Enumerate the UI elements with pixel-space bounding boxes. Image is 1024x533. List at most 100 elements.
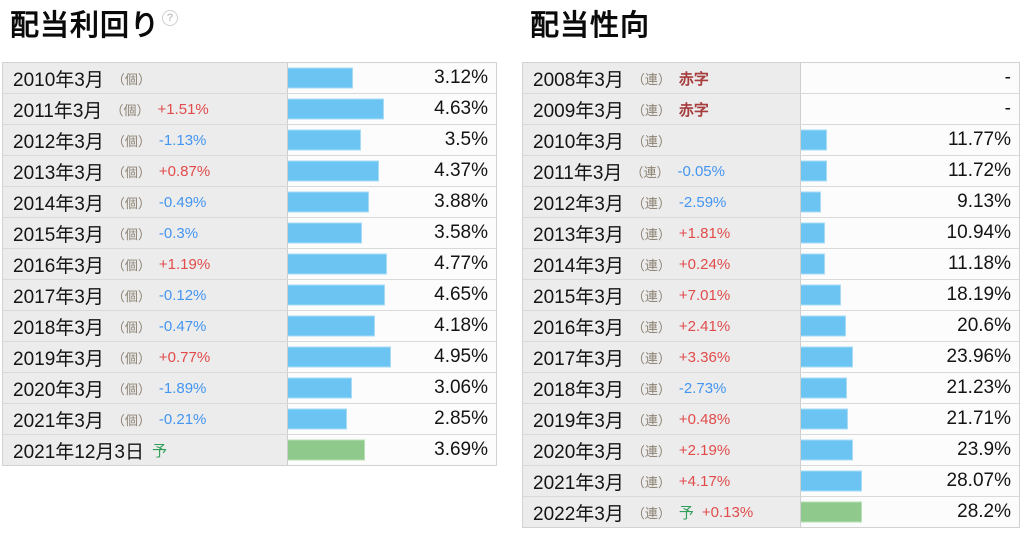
row-label-cell: 2013年3月 （個） +0.87% xyxy=(3,156,288,186)
deficit-label: 赤字 xyxy=(678,101,709,119)
value-bar xyxy=(288,439,365,461)
value-label: - xyxy=(1004,67,1011,88)
fiscal-period-label: 2018年3月 xyxy=(13,317,104,339)
value-label: 11.72% xyxy=(947,160,1011,181)
value-bar xyxy=(288,191,369,213)
fiscal-period-label: 2014年3月 xyxy=(13,193,104,215)
bar-value-cell: 3.12% xyxy=(288,63,496,93)
bar-value-cell: 9.13% xyxy=(801,187,1019,217)
value-label: 18.19% xyxy=(946,284,1011,305)
bar-value-cell: 3.5% xyxy=(288,125,496,155)
row-label-cell: 2013年3月 （連） +1.81% xyxy=(523,218,801,248)
yoy-change-label: +0.77% xyxy=(158,348,211,366)
row-label-cell: 2017年3月 （連） +3.36% xyxy=(523,342,801,372)
scope-label: （連） xyxy=(631,288,671,304)
dividend-yield-title: 配当利回り xyxy=(10,10,161,42)
row-label-cell: 2011年3月 （連） -0.05% xyxy=(523,156,801,186)
value-label: 4.18% xyxy=(434,315,488,336)
value-label: 4.95% xyxy=(434,346,488,367)
bar-value-cell: 4.63% xyxy=(288,94,496,124)
fiscal-period-label: 2012年3月 xyxy=(533,193,624,215)
table-row: 2012年3月 （個） -1.13% 3.5% xyxy=(3,125,496,156)
bar-value-cell: 4.18% xyxy=(288,311,496,341)
table-row: 2014年3月 （個） -0.49% 3.88% xyxy=(3,187,496,218)
scope-label: （連） xyxy=(631,257,671,273)
value-label: 3.06% xyxy=(434,377,488,398)
yoy-change-label: -0.21% xyxy=(158,410,207,428)
row-label-cell: 2019年3月 （個） +0.77% xyxy=(3,342,288,372)
scope-label: （連） xyxy=(631,381,671,397)
value-label: 11.77% xyxy=(947,129,1011,150)
table-row: 2011年3月 （個） +1.51% 4.63% xyxy=(3,94,496,125)
yoy-change-label: +2.41% xyxy=(678,317,731,335)
fiscal-period-label: 2013年3月 xyxy=(533,224,624,246)
value-bar xyxy=(801,470,863,492)
row-label-cell: 2016年3月 （個） +1.19% xyxy=(3,249,288,279)
scope-label: （連） xyxy=(630,164,670,180)
table-row: 2021年3月 （連） +4.17% 28.07% xyxy=(523,466,1019,497)
scope-label: （個） xyxy=(110,102,150,118)
table-row: 2020年3月 （個） -1.89% 3.06% xyxy=(3,373,496,404)
table-row: 2021年3月 （個） -0.21% 2.85% xyxy=(3,404,496,435)
row-label-cell: 2010年3月 （個） xyxy=(3,63,288,93)
forecast-label: 予 xyxy=(151,442,167,460)
scope-label: （連） xyxy=(631,133,671,149)
fiscal-period-label: 2020年3月 xyxy=(533,441,624,463)
value-bar xyxy=(288,346,391,368)
row-label-cell: 2020年3月 （個） -1.89% xyxy=(3,373,288,403)
table-row: 2020年3月 （連） +2.19% 23.9% xyxy=(523,435,1019,466)
scope-label: （連） xyxy=(631,350,671,366)
bar-value-cell: 4.37% xyxy=(288,156,496,186)
help-icon[interactable]: ? xyxy=(162,10,178,26)
bar-value-cell: 20.6% xyxy=(801,311,1019,341)
value-bar xyxy=(288,222,363,244)
bar-value-cell: 11.18% xyxy=(801,249,1019,279)
bar-value-cell: - xyxy=(801,63,1019,93)
row-label-cell: 2019年3月 （連） +0.48% xyxy=(523,404,801,434)
bar-value-cell: 4.77% xyxy=(288,249,496,279)
deficit-label: 赤字 xyxy=(678,70,709,88)
value-bar xyxy=(288,98,385,120)
row-label-cell: 2015年3月 （連） +7.01% xyxy=(523,280,801,310)
value-bar xyxy=(801,408,849,430)
bar-value-cell: 21.23% xyxy=(801,373,1019,403)
value-bar xyxy=(288,315,375,337)
scope-label: （個） xyxy=(111,381,151,397)
fiscal-period-label: 2021年3月 xyxy=(533,472,624,494)
row-label-cell: 2022年3月 （連） 予 +0.13% xyxy=(523,497,801,527)
bar-value-cell: 21.71% xyxy=(801,404,1019,434)
fiscal-period-label: 2011年3月 xyxy=(13,100,103,122)
yoy-change-label: -1.13% xyxy=(158,131,207,149)
table-row: 2011年3月 （連） -0.05% 11.72% xyxy=(523,156,1019,187)
scope-label: （個） xyxy=(111,133,151,149)
table-row: 2015年3月 （個） -0.3% 3.58% xyxy=(3,218,496,249)
fiscal-period-label: 2009年3月 xyxy=(533,100,624,122)
fiscal-period-label: 2012年3月 xyxy=(13,131,104,153)
value-bar xyxy=(801,253,826,275)
table-row: 2014年3月 （連） +0.24% 11.18% xyxy=(523,249,1019,280)
bar-value-cell: 18.19% xyxy=(801,280,1019,310)
fiscal-period-label: 2017年3月 xyxy=(13,286,104,308)
value-label: 11.18% xyxy=(947,253,1011,274)
fiscal-period-label: 2010年3月 xyxy=(533,131,624,153)
value-label: 23.96% xyxy=(946,346,1011,367)
value-bar xyxy=(801,346,854,368)
scope-label: （個） xyxy=(111,319,151,335)
value-label: 10.94% xyxy=(946,222,1011,243)
row-label-cell: 2018年3月 （連） -2.73% xyxy=(523,373,801,403)
value-bar xyxy=(288,129,361,151)
bar-value-cell: 28.2% xyxy=(801,497,1019,527)
bar-value-cell: 4.65% xyxy=(288,280,496,310)
bar-value-cell: 3.69% xyxy=(288,435,496,465)
scope-label: （個） xyxy=(111,350,151,366)
yoy-change-label: +1.81% xyxy=(678,224,731,242)
value-bar xyxy=(288,67,353,89)
value-label: 21.71% xyxy=(946,408,1011,429)
row-label-cell: 2014年3月 （個） -0.49% xyxy=(3,187,288,217)
bar-value-cell: 2.85% xyxy=(288,404,496,434)
scope-label: （個） xyxy=(111,257,151,273)
bar-value-cell: 28.07% xyxy=(801,466,1019,496)
value-label: - xyxy=(1004,98,1011,119)
yoy-change-label: +0.87% xyxy=(158,162,211,180)
bar-value-cell: 4.95% xyxy=(288,342,496,372)
